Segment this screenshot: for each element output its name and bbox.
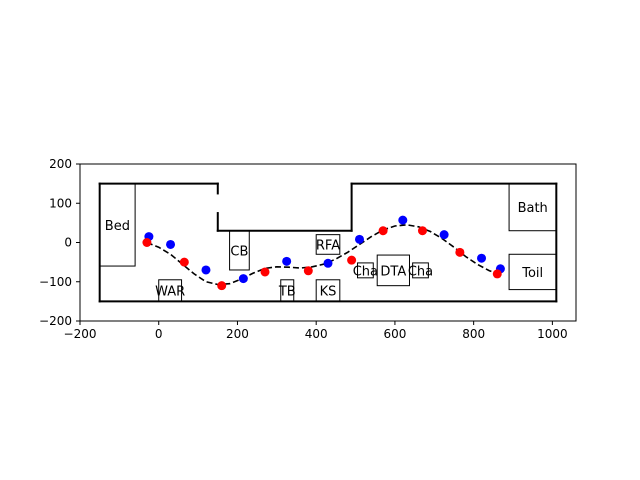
data-point (439, 230, 449, 240)
data-point (282, 256, 292, 266)
x-tick-label: 800 (462, 327, 485, 341)
data-point (179, 257, 189, 267)
data-point (201, 265, 211, 275)
room-label: TB (278, 285, 296, 300)
room-box (376, 254, 410, 287)
data-point (354, 234, 364, 244)
room-box (357, 262, 374, 279)
data-point (417, 226, 427, 236)
data-point (378, 226, 388, 236)
y-tick-label: −200 (39, 314, 72, 328)
data-point (347, 255, 357, 265)
data-point (492, 269, 502, 279)
room-label: Bath (518, 201, 548, 216)
data-point (477, 253, 487, 263)
y-tick-label: −100 (39, 275, 72, 289)
data-point (260, 267, 270, 277)
data-point (303, 266, 313, 276)
room-box (315, 234, 341, 255)
room-label: DTA (380, 264, 406, 279)
room-label: Toil (521, 266, 543, 281)
data-point (455, 247, 465, 257)
x-tick-label: 600 (383, 327, 406, 341)
room-label: Cha (408, 264, 433, 279)
data-point (166, 239, 176, 249)
room-label: Bed (105, 219, 130, 234)
room-label: CB (230, 244, 248, 259)
x-tick-label: −200 (64, 327, 97, 341)
data-point (238, 274, 248, 284)
data-point (142, 238, 152, 247)
y-tick-label: 100 (49, 196, 72, 210)
room-label: RFA (316, 238, 340, 253)
data-point (217, 281, 227, 291)
data-point (398, 215, 408, 225)
room-label: WAR (155, 285, 185, 300)
data-point (323, 258, 333, 268)
room-box (412, 262, 429, 279)
x-tick-label: 0 (155, 327, 163, 341)
room-label: KS (320, 285, 337, 300)
x-tick-label: 200 (226, 327, 249, 341)
y-tick-label: 200 (49, 157, 72, 171)
room-label: Cha (353, 264, 378, 279)
x-tick-label: 1000 (537, 327, 568, 341)
x-tick-label: 400 (305, 327, 328, 341)
plot-area: Bed CB WAR TB RFA KS Cha DTA Cha Bath Toil −200 0 200… (39, 157, 577, 341)
y-tick-label: 0 (64, 236, 72, 250)
